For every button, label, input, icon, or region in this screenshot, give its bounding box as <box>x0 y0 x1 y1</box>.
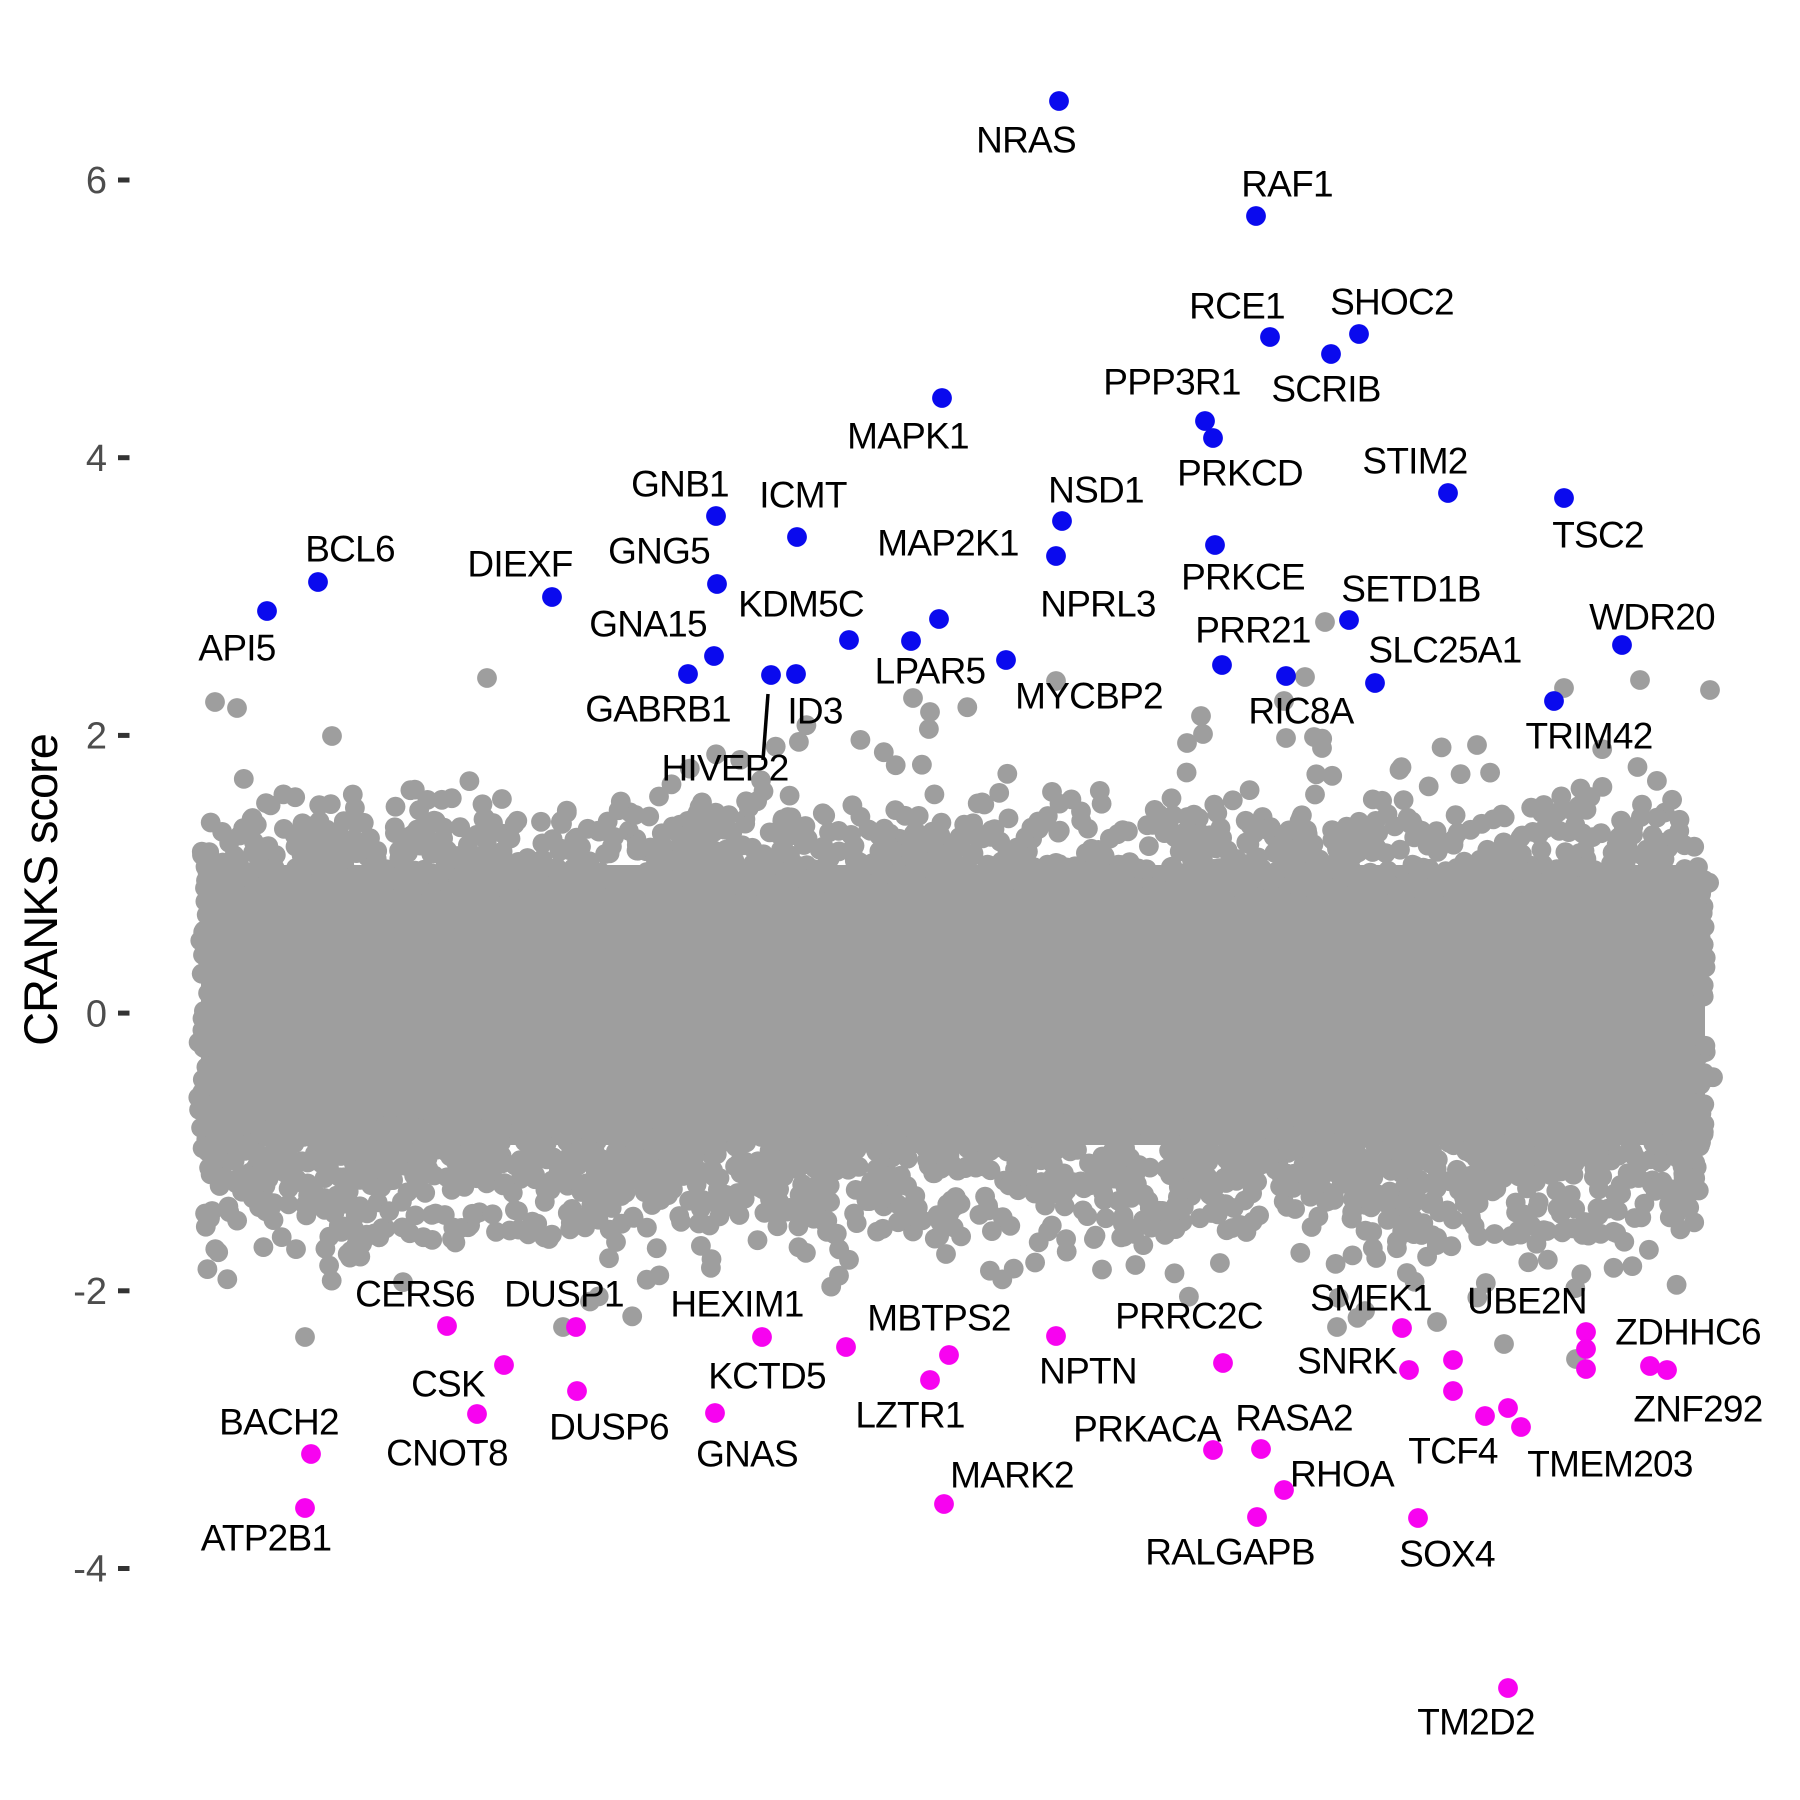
svg-text:LZTR1: LZTR1 <box>855 1394 964 1435</box>
svg-text:ZNF292: ZNF292 <box>1633 1388 1762 1429</box>
svg-text:6: 6 <box>86 160 107 202</box>
svg-text:NPTN: NPTN <box>1039 1350 1137 1391</box>
svg-text:WDR20: WDR20 <box>1589 596 1715 637</box>
svg-text:GNAS: GNAS <box>696 1433 798 1474</box>
svg-text:RHOA: RHOA <box>1290 1453 1395 1494</box>
svg-text:SLC25A1: SLC25A1 <box>1368 629 1521 670</box>
svg-text:SCRIB: SCRIB <box>1271 368 1380 409</box>
svg-text:BCL6: BCL6 <box>305 528 395 569</box>
svg-text:CSK: CSK <box>411 1363 486 1404</box>
svg-text:HIVEP2: HIVEP2 <box>661 747 788 788</box>
svg-text:GNA15: GNA15 <box>589 603 707 644</box>
svg-text:CRANKS score: CRANKS score <box>14 734 67 1046</box>
svg-text:NPRL3: NPRL3 <box>1040 583 1156 624</box>
svg-text:GABRB1: GABRB1 <box>585 688 731 729</box>
svg-text:UBE2N: UBE2N <box>1467 1280 1587 1321</box>
svg-text:NRAS: NRAS <box>976 119 1076 160</box>
svg-text:KCTD5: KCTD5 <box>708 1355 826 1396</box>
svg-text:NSD1: NSD1 <box>1048 469 1144 510</box>
svg-text:SNRK: SNRK <box>1297 1340 1398 1381</box>
svg-text:TRIM42: TRIM42 <box>1525 715 1652 756</box>
svg-text:LPAR5: LPAR5 <box>875 650 986 691</box>
svg-text:MAP2K1: MAP2K1 <box>877 522 1019 563</box>
svg-text:PRR21: PRR21 <box>1195 609 1311 650</box>
svg-text:RALGAPB: RALGAPB <box>1145 1531 1315 1572</box>
svg-text:ATP2B1: ATP2B1 <box>201 1517 332 1558</box>
svg-text:TM2D2: TM2D2 <box>1417 1701 1535 1742</box>
svg-text:CNOT8: CNOT8 <box>386 1432 508 1473</box>
svg-text:DUSP6: DUSP6 <box>549 1406 669 1447</box>
svg-text:SHOC2: SHOC2 <box>1330 281 1454 322</box>
svg-text:API5: API5 <box>198 627 275 668</box>
svg-text:MBTPS2: MBTPS2 <box>867 1297 1011 1338</box>
svg-text:TCF4: TCF4 <box>1408 1430 1498 1471</box>
svg-text:RAF1: RAF1 <box>1241 163 1333 204</box>
svg-text:ID3: ID3 <box>787 690 842 731</box>
svg-text:KDM5C: KDM5C <box>738 583 864 624</box>
svg-text:PRRC2C: PRRC2C <box>1115 1295 1263 1336</box>
svg-text:BACH2: BACH2 <box>219 1401 339 1442</box>
svg-text:GNB1: GNB1 <box>631 463 729 504</box>
svg-text:2: 2 <box>86 716 107 758</box>
svg-text:PRKACA: PRKACA <box>1073 1408 1222 1449</box>
svg-text:GNG5: GNG5 <box>608 530 710 571</box>
svg-text:TSC2: TSC2 <box>1552 514 1644 555</box>
svg-text:RASA2: RASA2 <box>1235 1397 1353 1438</box>
svg-text:PPP3R1: PPP3R1 <box>1103 361 1240 402</box>
svg-text:DUSP1: DUSP1 <box>504 1273 624 1314</box>
svg-text:ZDHHC6: ZDHHC6 <box>1615 1311 1761 1352</box>
svg-text:4: 4 <box>86 438 107 480</box>
svg-text:TMEM203: TMEM203 <box>1527 1443 1692 1484</box>
svg-text:PRKCD: PRKCD <box>1177 452 1303 493</box>
svg-text:STIM2: STIM2 <box>1362 440 1467 481</box>
svg-text:SMEK1: SMEK1 <box>1310 1277 1432 1318</box>
svg-text:DIEXF: DIEXF <box>467 543 572 584</box>
svg-text:CERS6: CERS6 <box>355 1273 475 1314</box>
svg-text:MARK2: MARK2 <box>950 1454 1074 1495</box>
svg-text:ICMT: ICMT <box>759 474 847 515</box>
svg-text:RIC8A: RIC8A <box>1248 690 1354 731</box>
svg-text:-4: -4 <box>73 1549 107 1591</box>
svg-text:MAPK1: MAPK1 <box>847 415 969 456</box>
svg-text:RCE1: RCE1 <box>1189 285 1285 326</box>
svg-text:SOX4: SOX4 <box>1399 1533 1495 1574</box>
svg-text:HEXIM1: HEXIM1 <box>670 1283 803 1324</box>
svg-text:MYCBP2: MYCBP2 <box>1015 675 1163 716</box>
svg-text:0: 0 <box>86 993 107 1035</box>
svg-text:SETD1B: SETD1B <box>1341 568 1480 609</box>
svg-text:-2: -2 <box>73 1271 107 1313</box>
svg-text:PRKCE: PRKCE <box>1181 556 1305 597</box>
